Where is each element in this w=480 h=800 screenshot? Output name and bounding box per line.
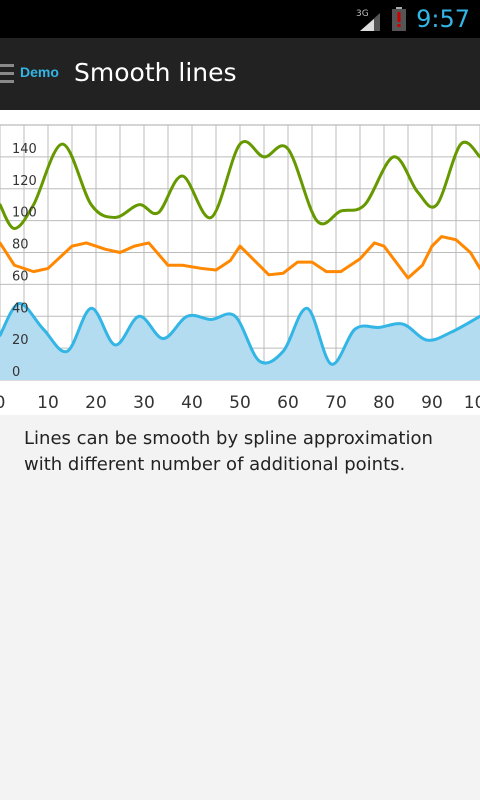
- series-green-line: [0, 140, 480, 231]
- y-tick-label: 120: [12, 174, 37, 189]
- x-tick-label: 70: [325, 393, 347, 413]
- chart-svg: 0 20 40 60 80 100 120 140 0 10 20 30 40 50 60 70 80 90 100: [0, 124, 480, 413]
- series-orange-line: [0, 235, 480, 280]
- y-tick-label: 40: [12, 301, 29, 316]
- y-tick-label: 100: [12, 206, 37, 221]
- x-tick-label: 20: [85, 393, 107, 413]
- x-tick-label: 80: [373, 393, 395, 413]
- clock: 9:57: [416, 5, 470, 33]
- y-tick-label: 20: [12, 333, 29, 348]
- x-tick-label: 50: [229, 393, 251, 413]
- battery-alert-icon: [392, 7, 407, 31]
- y-tick-label: 140: [12, 142, 37, 157]
- x-tick-label: 30: [133, 393, 155, 413]
- x-tick-label: 40: [181, 393, 203, 413]
- x-tick-label: 90: [421, 393, 443, 413]
- drawer-menu-icon[interactable]: [0, 64, 14, 84]
- y-tick-label: 60: [12, 269, 29, 284]
- series-blue-area: [0, 303, 480, 380]
- x-tick-label: 10: [37, 393, 59, 413]
- series-blue-line: [0, 302, 480, 366]
- x-tick-label: 100: [464, 393, 480, 413]
- action-bar: Demo Smooth lines: [0, 38, 480, 110]
- description-text: Lines can be smooth by spline approximat…: [24, 428, 433, 475]
- status-icons: 3G 9:57: [356, 0, 470, 38]
- line-chart: 0 20 40 60 80 100 120 140 0 10 20 30 40 50 60 70 80 90 100: [0, 110, 480, 415]
- x-tick-label: 60: [277, 393, 299, 413]
- screen-title: Smooth lines: [74, 58, 237, 87]
- y-tick-label: 0: [12, 365, 20, 380]
- status-bar: 3G 9:57: [0, 0, 480, 38]
- signal-icon: 3G: [356, 9, 381, 31]
- network-type: 3G: [356, 9, 369, 19]
- y-tick-label: 80: [12, 238, 29, 253]
- x-tick-label: 0: [0, 393, 5, 413]
- app-label[interactable]: Demo: [20, 64, 59, 80]
